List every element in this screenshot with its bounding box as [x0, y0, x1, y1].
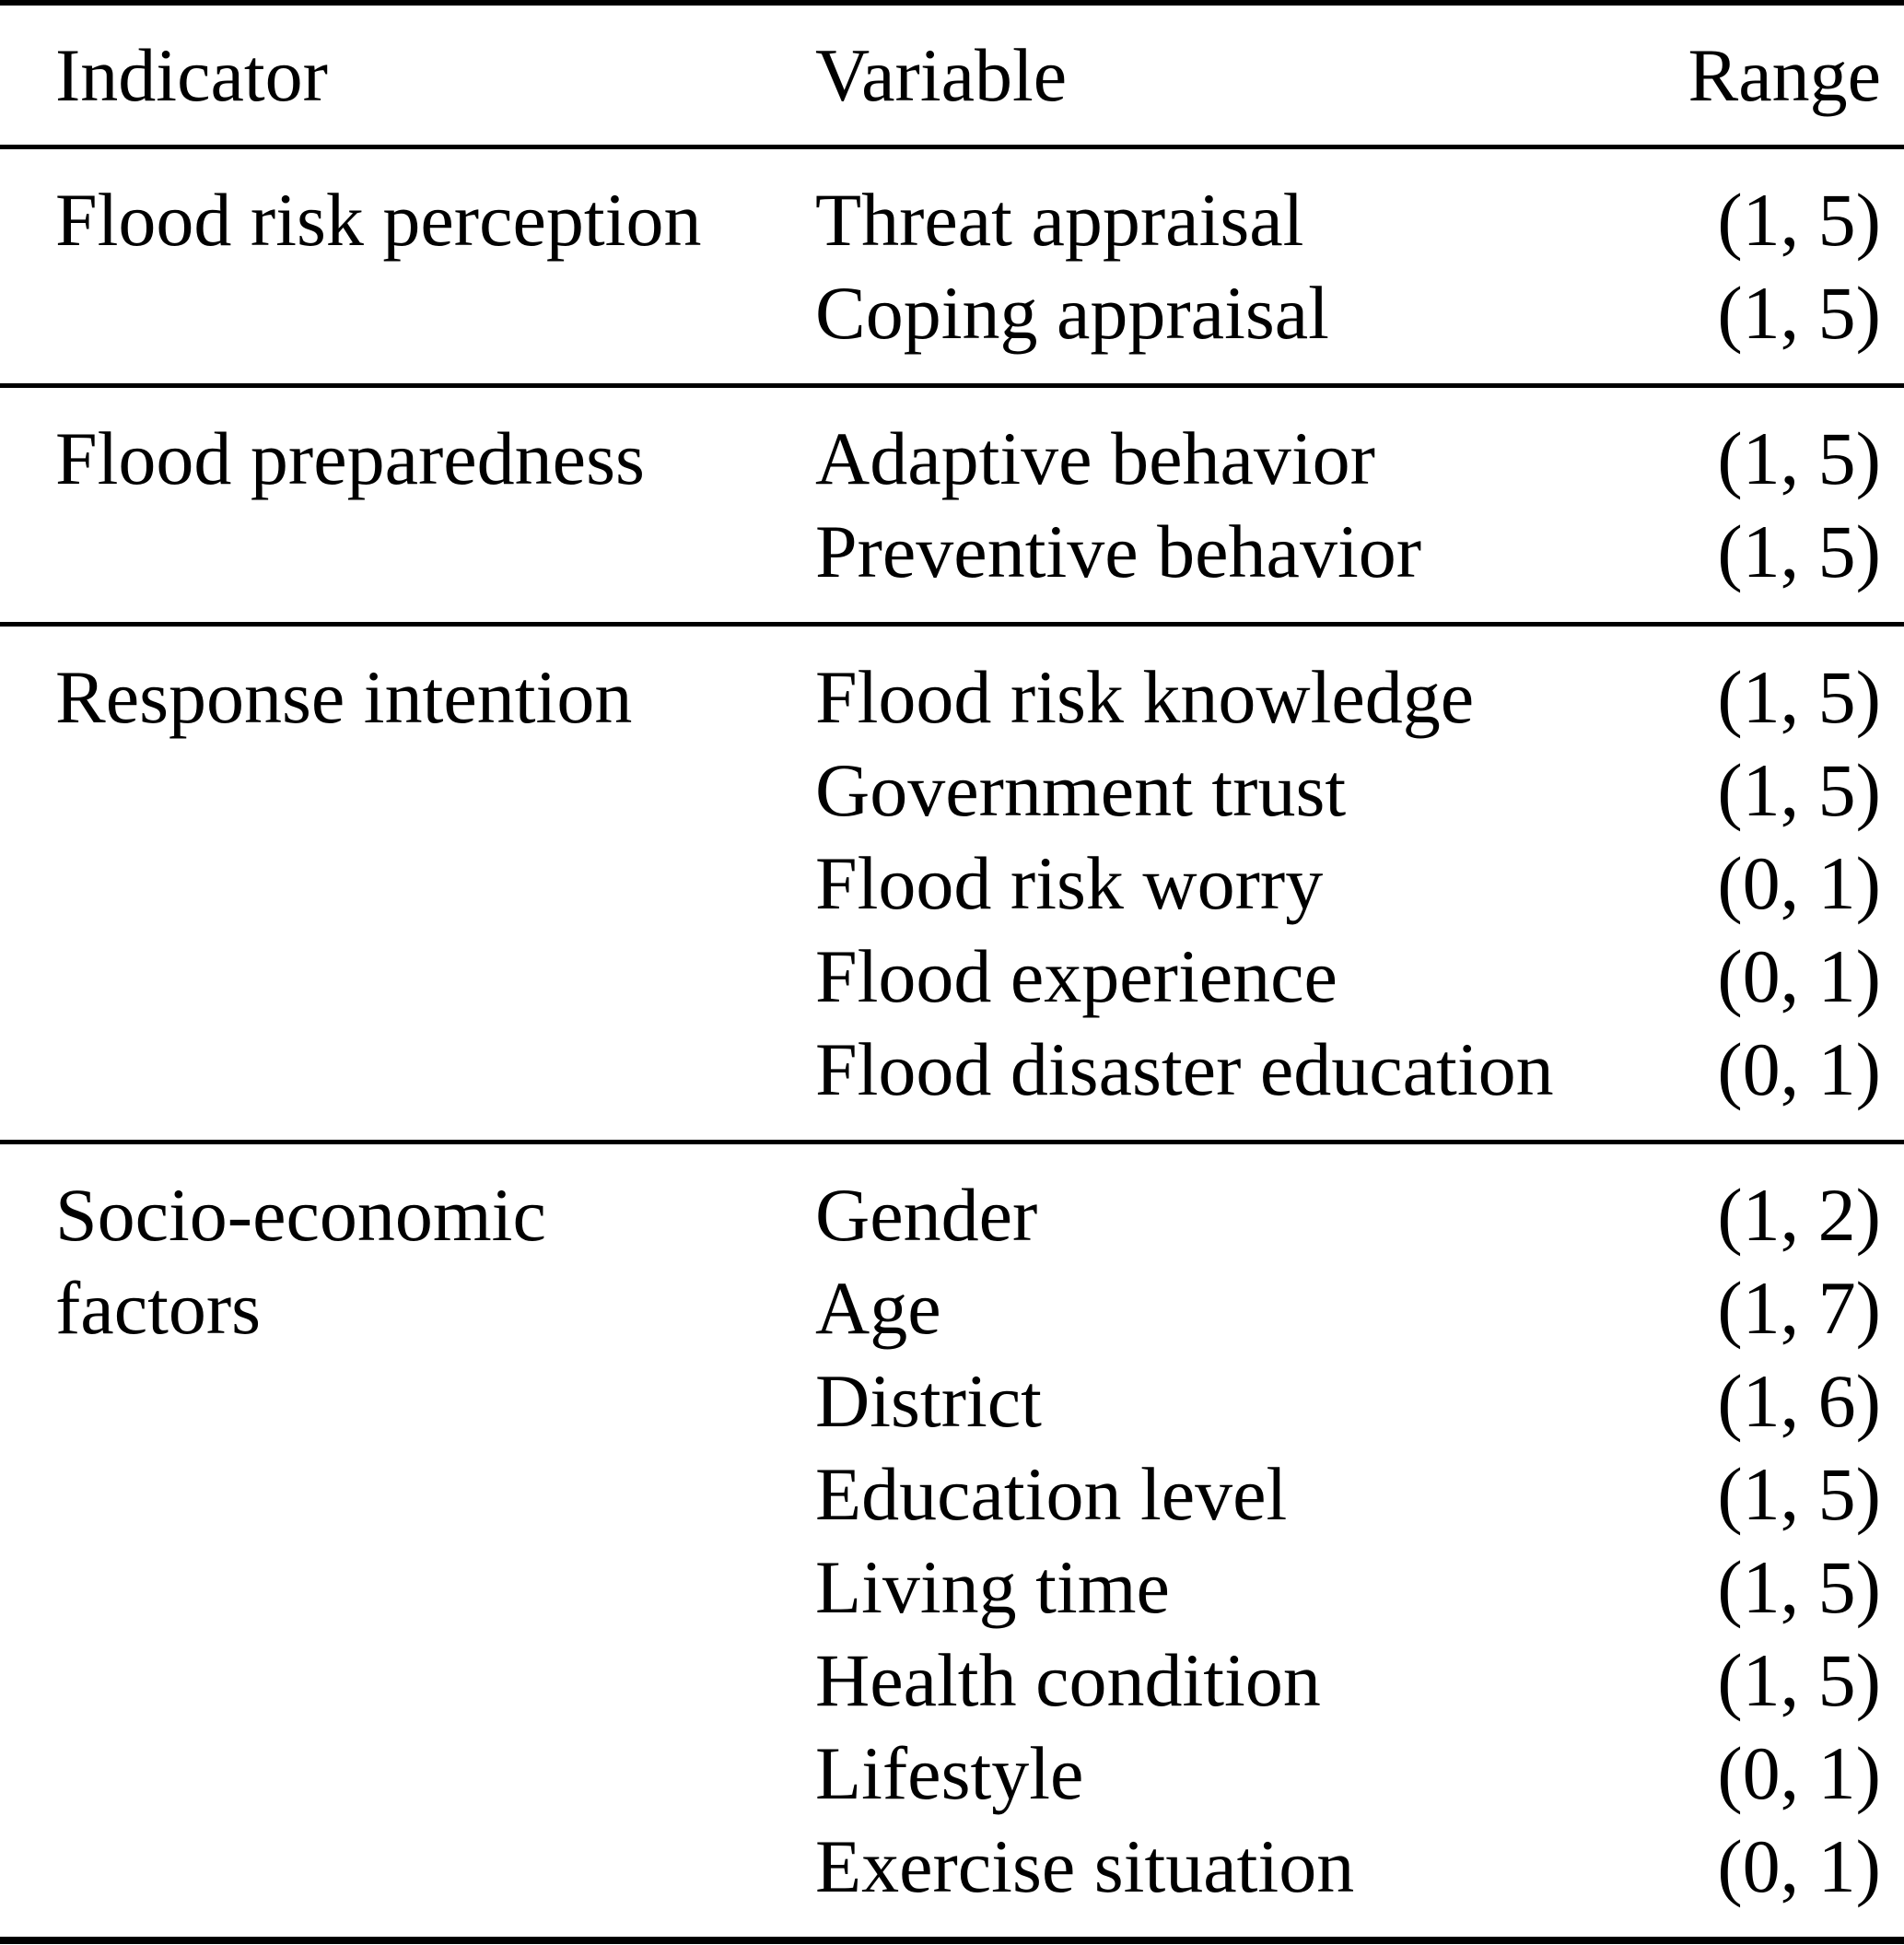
table-row: District (1, 6) [0, 1354, 1904, 1447]
range-cell: (1, 5) [1717, 1452, 1881, 1536]
table-row: Response intention Flood risk knowledge … [0, 650, 1904, 744]
variable-cell: Threat appraisal [815, 178, 1304, 262]
header-variable: Variable [815, 33, 1068, 117]
variable-cell: Flood risk knowledge [815, 655, 1475, 739]
table-row: Age (1, 7) [0, 1261, 1904, 1354]
table-header-row: Indicator Variable Range [0, 6, 1904, 145]
variable-cell: Coping appraisal [815, 271, 1329, 355]
range-cell: (1, 5) [1717, 655, 1881, 739]
table-row: Flood preparedness Adaptive behavior (1,… [0, 412, 1904, 505]
range-cell: (1, 6) [1717, 1359, 1881, 1443]
indicator-cell: Flood preparedness [55, 416, 645, 500]
table-row: Education level (1, 5) [0, 1447, 1904, 1541]
table-row: Flood risk worry (0, 1) [0, 837, 1904, 930]
range-cell: (0, 1) [1717, 841, 1881, 925]
section-response-intention: Response intention Flood risk knowledge … [0, 622, 1904, 1140]
table-row: Preventive behavior (1, 5) [0, 505, 1904, 598]
range-cell: (1, 2) [1717, 1173, 1881, 1257]
table-row: Flood disaster education (0, 1) [0, 1023, 1904, 1116]
variable-cell: Lifestyle [815, 1731, 1084, 1815]
range-cell: (1, 5) [1717, 1638, 1881, 1722]
header-range: Range [1688, 33, 1881, 117]
variable-cell: Health condition [815, 1638, 1321, 1722]
section-flood-preparedness: Flood preparedness Adaptive behavior (1,… [0, 383, 1904, 622]
table-row: Living time (1, 5) [0, 1541, 1904, 1634]
range-cell: (1, 5) [1717, 1545, 1881, 1629]
header-indicator: Indicator [55, 33, 328, 117]
variable-cell: Preventive behavior [815, 510, 1422, 593]
section-flood-risk-perception: Flood risk perception Threat appraisal (… [0, 145, 1904, 383]
section-socio-economic-factors: Socio-economic factors Gender (1, 2) Age… [0, 1140, 1904, 1937]
variable-cell: Government trust [815, 748, 1347, 832]
table-row: Flood risk perception Threat appraisal (… [0, 173, 1904, 266]
variable-cell: Exercise situation [815, 1824, 1355, 1908]
variable-cell: Adaptive behavior [815, 416, 1375, 500]
table-row: Government trust (1, 5) [0, 744, 1904, 837]
variable-cell: Living time [815, 1545, 1170, 1629]
range-cell: (1, 5) [1717, 416, 1881, 500]
range-cell: (0, 1) [1717, 1027, 1881, 1111]
variable-cell: Age [815, 1266, 941, 1350]
variable-cell: District [815, 1359, 1042, 1443]
range-cell: (0, 1) [1717, 1731, 1881, 1815]
table-row: Exercise situation (0, 1) [0, 1820, 1904, 1913]
variable-cell: Flood disaster education [815, 1027, 1554, 1111]
range-cell: (1, 5) [1717, 748, 1881, 832]
range-cell: (0, 1) [1717, 934, 1881, 1018]
table-row: Flood experience (0, 1) [0, 930, 1904, 1023]
range-cell: (1, 5) [1717, 510, 1881, 593]
indicator-cell: Flood risk perception [55, 178, 702, 262]
variable-cell: Flood experience [815, 934, 1337, 1018]
table-row: Socio-economic factors Gender (1, 2) [0, 1168, 1904, 1350]
range-cell: (1, 5) [1717, 178, 1881, 262]
table-row: Health condition (1, 5) [0, 1634, 1904, 1727]
range-cell: (1, 5) [1717, 271, 1881, 355]
indicator-cell: Socio-economic factors [55, 1173, 546, 1350]
table-row: Coping appraisal (1, 5) [0, 266, 1904, 359]
variable-cell: Flood risk worry [815, 841, 1324, 925]
variable-cell: Gender [815, 1173, 1038, 1257]
range-cell: (0, 1) [1717, 1824, 1881, 1908]
range-cell: (1, 7) [1717, 1266, 1881, 1350]
indicator-cell: Response intention [55, 655, 633, 739]
variable-cell: Education level [815, 1452, 1288, 1536]
table-row: Lifestyle (0, 1) [0, 1727, 1904, 1820]
